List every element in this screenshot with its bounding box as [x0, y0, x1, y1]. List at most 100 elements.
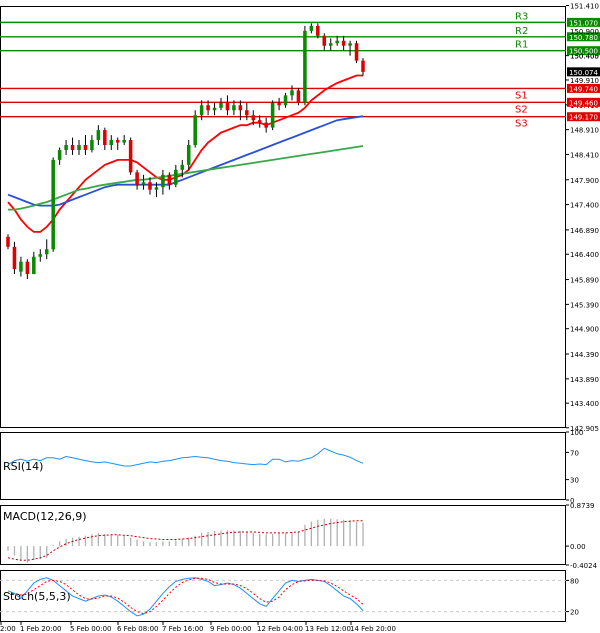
candle-body	[51, 159, 55, 250]
level-price-box	[567, 17, 600, 27]
stoch-title: Stoch(5,5,3)	[3, 590, 71, 603]
candle-body	[180, 164, 185, 170]
candle-body	[32, 256, 36, 275]
candle-body	[103, 130, 107, 146]
price-tick-label: 145.890	[570, 277, 599, 285]
level-price-box	[567, 46, 600, 56]
candle-body	[309, 25, 314, 31]
candle-body	[174, 169, 178, 185]
candle-body	[77, 145, 81, 150]
candle-body	[303, 30, 307, 103]
stoch-tick-label: 80	[570, 577, 579, 585]
time-tick-label: 12 Feb 04:00	[257, 625, 303, 633]
candle-body	[6, 236, 10, 247]
candle-body	[12, 246, 17, 270]
level-label-r1: R1	[515, 40, 528, 51]
time-tick-label: 13 Feb 12:00	[305, 625, 351, 633]
candle-body	[83, 145, 88, 150]
candle-body	[354, 43, 359, 61]
time-tick-label: 9 Feb 00:00	[210, 625, 251, 633]
price-tick-label: 148.910	[570, 127, 599, 135]
level-price-box	[567, 83, 600, 93]
price-tick-label: 147.400	[570, 202, 599, 210]
stoch-pane-frame	[0, 570, 566, 622]
level-price-box	[567, 97, 600, 107]
candle-body	[270, 102, 275, 128]
candle-body	[341, 40, 346, 46]
level-price-box	[567, 112, 600, 122]
candle-body	[232, 105, 236, 111]
candle-body	[277, 102, 281, 106]
price-tick-label: 149.910	[570, 77, 599, 85]
ma-line-ma-slow	[7, 115, 364, 207]
candle-body	[212, 107, 217, 111]
candle-body	[115, 140, 120, 143]
macd-pane-frame	[0, 505, 566, 565]
candle-body	[141, 182, 146, 185]
price-tick-label: 146.400	[570, 251, 599, 259]
level-label-r3: R3	[515, 11, 528, 22]
candle-body	[25, 261, 30, 275]
rsi-title: RSI(14)	[3, 460, 43, 473]
current-price-label: 150.074	[569, 69, 598, 77]
price-tick-label: 143.400	[570, 400, 599, 408]
candle-body	[257, 120, 262, 123]
candle-body	[44, 249, 49, 255]
candle-body	[57, 149, 62, 160]
candle-body	[348, 43, 352, 46]
candle-body	[322, 35, 327, 46]
candle-body	[245, 110, 249, 116]
candle-body	[193, 115, 197, 146]
level-label-s2: S2	[515, 104, 528, 115]
rsi-tick-label: 70	[570, 449, 579, 457]
price-tick-label: 147.900	[570, 177, 599, 185]
main-pane-frame	[0, 6, 566, 428]
candle-body	[283, 95, 288, 106]
candle-body	[70, 145, 75, 150]
macd-tick-label: 0.8739	[570, 502, 595, 510]
rsi-tick-label: 30	[570, 477, 579, 485]
time-tick-label: 14 Feb 20:00	[350, 625, 396, 633]
time-tick-label: 6 Feb 08:00	[117, 625, 158, 633]
candle-body	[135, 172, 139, 185]
candle-body	[128, 140, 133, 173]
level-label-s3: S3	[515, 119, 528, 130]
candle-body	[219, 102, 223, 108]
rsi-line	[7, 447, 364, 467]
level-price-label: 151.070	[569, 19, 598, 27]
candle-body	[161, 174, 165, 188]
level-price-label: 150.500	[569, 48, 598, 56]
candle-body	[335, 40, 339, 44]
level-price-label: 149.170	[569, 114, 598, 122]
price-tick-label: 148.410	[570, 151, 599, 159]
candle-body	[64, 145, 68, 150]
level-label-s1: S1	[515, 90, 528, 101]
candle-body	[167, 174, 172, 185]
time-tick-label: 7 Feb 16:00	[162, 625, 203, 633]
candle-body	[148, 182, 152, 190]
candle-body	[199, 105, 204, 116]
candle-body	[316, 25, 320, 36]
macd-tick-label: -0.4024	[570, 562, 598, 570]
rsi-pane-frame	[0, 432, 566, 500]
ma-line-ma-long	[8, 145, 364, 211]
candle-body	[225, 102, 230, 111]
current-price-box	[567, 67, 600, 77]
candle-body	[238, 105, 243, 111]
price-tick-label: 145.390	[570, 301, 599, 309]
candle-body	[328, 43, 333, 46]
candle-body	[90, 140, 94, 150]
stoch-tick-label: 20	[570, 609, 579, 617]
level-price-label: 149.740	[569, 85, 598, 93]
price-tick-label: 144.900	[570, 326, 599, 334]
price-tick-label: 142.905	[570, 425, 599, 433]
macd-title: MACD(12,26,9)	[3, 510, 87, 523]
price-tick-label: 146.890	[570, 227, 599, 235]
candle-body	[264, 122, 268, 128]
candle-body	[290, 90, 294, 96]
price-tick-label: 144.390	[570, 351, 599, 359]
candle-body	[109, 140, 114, 146]
time-tick-label: 1 Feb 20:00	[20, 625, 61, 633]
